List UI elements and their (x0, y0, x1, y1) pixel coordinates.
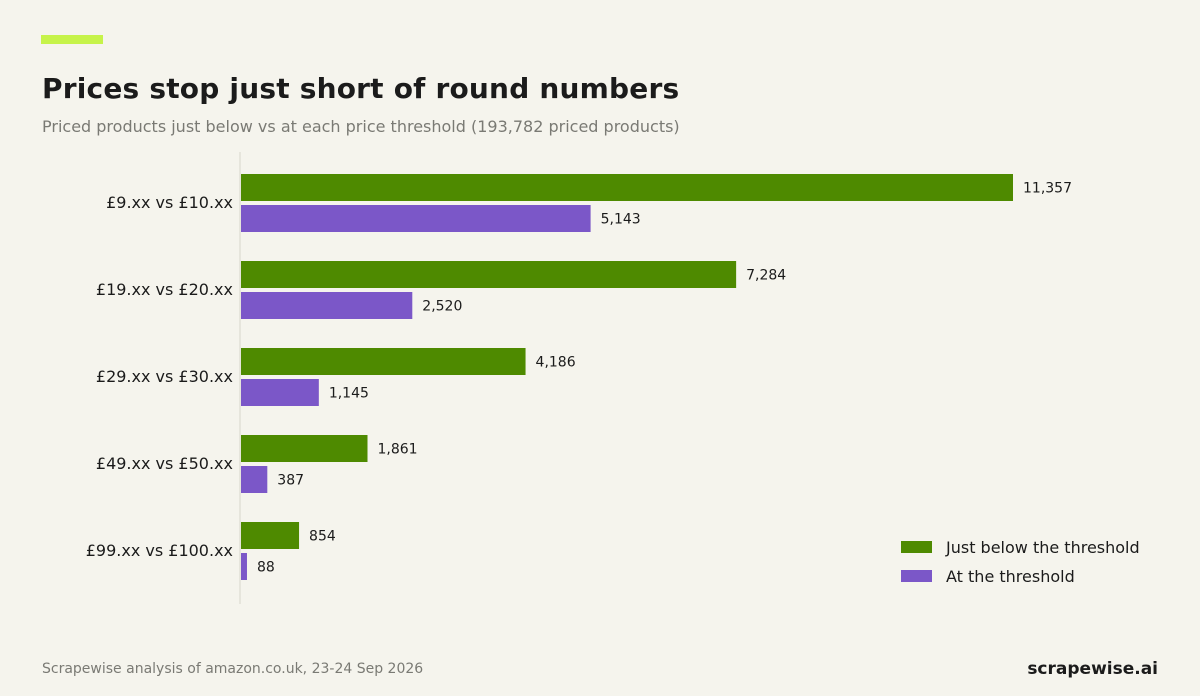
category-label: £19.xx vs £20.xx (96, 280, 233, 299)
chart-title: Prices stop just short of round numbers (42, 72, 680, 105)
data-label: 387 (277, 473, 304, 489)
bar-below-threshold (241, 522, 300, 549)
data-label: 7,284 (746, 268, 786, 284)
source-note: Scrapewise analysis of amazon.co.uk, 23-… (42, 661, 424, 677)
legend-label: At the threshold (946, 567, 1075, 586)
bar-below-threshold (241, 435, 368, 462)
data-label: 1,861 (378, 442, 418, 458)
bar-at-threshold (241, 466, 268, 493)
category-label: £49.xx vs £50.xx (96, 454, 233, 473)
bar-below-threshold (241, 348, 526, 375)
accent-bar (41, 35, 103, 44)
data-label: 2,520 (422, 299, 462, 315)
bar-at-threshold (241, 379, 319, 406)
legend-swatch-below (901, 541, 932, 553)
bar-below-threshold (241, 174, 1013, 201)
chart-subtitle: Priced products just below vs at each pr… (42, 117, 680, 136)
data-label: 1,145 (329, 386, 369, 402)
data-label: 11,357 (1023, 181, 1072, 197)
data-label: 5,143 (601, 212, 641, 228)
legend-label: Just below the threshold (945, 538, 1140, 557)
data-label: 854 (309, 529, 336, 545)
category-label: £99.xx vs £100.xx (86, 541, 233, 560)
bar-at-threshold (241, 205, 591, 232)
data-label: 88 (257, 560, 275, 576)
data-label: 4,186 (536, 355, 576, 371)
legend-swatch-at (901, 570, 932, 582)
bar-below-threshold (241, 261, 737, 288)
brand-logo-text: scrapewise.ai (1027, 659, 1158, 679)
bar-at-threshold (241, 553, 247, 580)
category-label: £9.xx vs £10.xx (106, 193, 233, 212)
bar-at-threshold (241, 292, 413, 319)
category-label: £29.xx vs £30.xx (96, 367, 233, 386)
